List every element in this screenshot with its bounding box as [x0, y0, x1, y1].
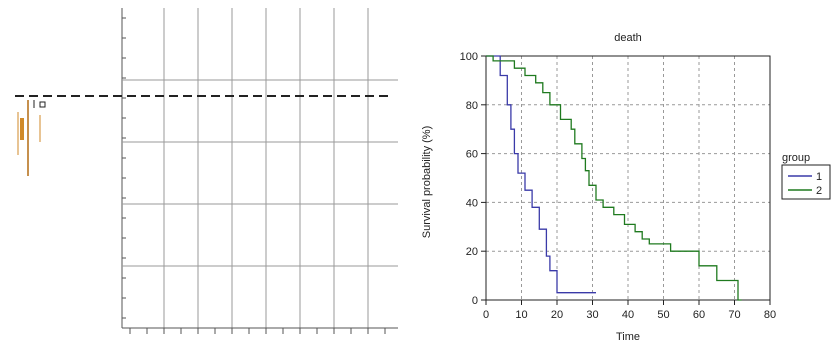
legend-box	[781, 164, 831, 200]
x-tick-label: 60	[693, 309, 705, 321]
legend: group 12	[781, 152, 831, 200]
x-axis: 0 10 20 30 40 50 60 70 80	[483, 300, 776, 321]
x-tick-label: 20	[551, 309, 563, 321]
legend-items: 12	[788, 171, 822, 197]
y-tick-label: 20	[466, 246, 478, 258]
x-axis-label: Time	[616, 331, 640, 340]
series-line-group-1	[486, 55, 596, 294]
x-tick-label: 30	[586, 309, 598, 321]
left-plot-panel	[15, 8, 398, 334]
y-tick-label: 40	[466, 197, 478, 209]
y-axis: 0 20 40 60 80 100	[460, 51, 486, 307]
legend-title: group	[782, 152, 810, 164]
left-plot-grid	[121, 8, 398, 334]
x-tick-label: 10	[515, 309, 527, 321]
chart-grid	[485, 55, 771, 301]
y-tick-label: 0	[472, 295, 478, 307]
chart-title: death	[614, 32, 642, 44]
legend-label-1: 1	[816, 171, 822, 183]
x-tick-label: 70	[728, 309, 740, 321]
survival-chart: death 0 10 20 30 40 50 60 70 80 0 20 40 60 80 100 Tim…	[421, 32, 831, 340]
series-line-group-2	[486, 55, 742, 301]
x-tick-label: 0	[483, 309, 489, 321]
x-tick-label: 50	[657, 309, 669, 321]
y-tick-label: 80	[466, 100, 478, 112]
left-plot-fragment	[17, 100, 46, 176]
x-tick-label: 80	[764, 309, 776, 321]
legend-label-2: 2	[816, 185, 822, 197]
y-tick-label: 100	[460, 51, 478, 63]
x-tick-label: 40	[622, 309, 634, 321]
y-tick-label: 60	[466, 149, 478, 161]
y-axis-label: Survival probability (%)	[421, 126, 433, 238]
series-layer	[486, 55, 742, 301]
